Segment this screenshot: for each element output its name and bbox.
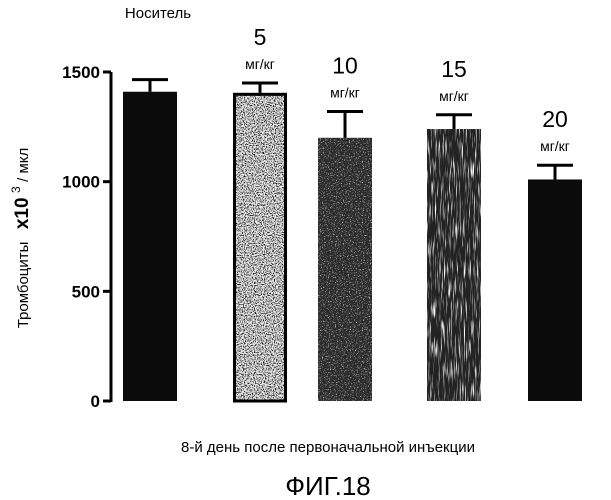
bar-texture [318,138,372,401]
bar-texture [427,129,481,401]
error-bar [132,80,168,92]
y-tick-label: 0 [91,392,100,411]
y-axis: 0 500 1000 1500 [62,63,111,411]
category-labels: Носитель 5 мг/кг 10 мг/кг 15 мг/кг 20 мг/кг [125,5,570,154]
y-axis-label: Тромбоциты x10 3 / мкл [7,148,33,329]
bar [233,93,287,401]
category-label-unit: мг/кг [439,88,469,104]
y-ticks: 0 500 1000 1500 [62,63,111,411]
figure-caption: ФИГ.18 [285,471,371,500]
x-axis-label: 8-й день после первоначальной инъекции [181,439,475,456]
error-bar [436,115,472,129]
bar [528,179,582,401]
error-bar [537,165,573,179]
y-axis-label-suffix: / мкл [15,148,32,182]
bar-texture [233,93,287,401]
y-tick-label: 1000 [62,173,100,192]
category-label: 20 мг/кг [540,106,570,154]
category-label-unit: мг/кг [330,84,360,100]
svg-text:Тромбоциты x10 3: Тромбоциты x10 3 / мкл [7,148,33,329]
bar [427,129,481,401]
category-label-number: 10 [332,52,358,78]
category-label-unit: мг/кг [540,138,570,154]
bar [123,92,177,401]
category-label-text: Носитель [125,5,191,22]
category-label-number: 5 [254,24,267,50]
category-label-number: 15 [441,56,467,82]
bar [318,138,372,401]
error-bar [242,83,278,93]
bar-rect [123,92,177,401]
y-axis-label-main: x10 [12,197,33,229]
bars [123,92,582,401]
category-label-unit: мг/кг [245,56,275,72]
category-label: 10 мг/кг [330,52,360,100]
y-axis-label-sup: 3 [9,186,23,193]
y-axis-label-prefix: Тромбоциты [15,242,32,329]
bar-rect [528,179,582,401]
y-tick-label: 500 [72,282,100,301]
category-label: 15 мг/кг [439,56,469,104]
error-bar [327,111,363,137]
y-tick-label: 1500 [62,63,100,82]
category-label-number: 20 [542,106,568,132]
category-label: Носитель [125,5,191,22]
category-label: 5 мг/кг [245,24,275,72]
